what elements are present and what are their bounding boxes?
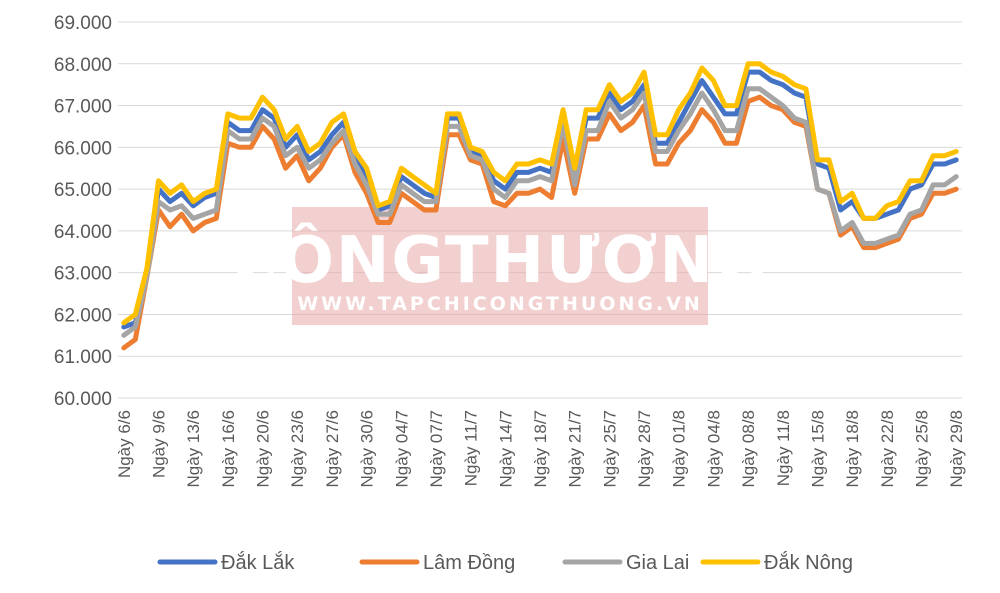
x-tick-label: Ngày 28/7 xyxy=(635,410,654,488)
watermark-box xyxy=(292,207,708,325)
y-tick-label: 64.000 xyxy=(54,222,112,243)
x-tick-label: Ngày 01/8 xyxy=(670,410,689,488)
x-tick-label: Ngày 11/8 xyxy=(774,410,793,486)
x-tick-label: Ngày 13/6 xyxy=(184,410,203,488)
series-lines xyxy=(121,61,959,351)
x-tick-label: Ngày 04/8 xyxy=(704,410,723,488)
x-tick-label: Ngày 07/7 xyxy=(427,410,446,488)
x-tick-label: Ngày 16/6 xyxy=(219,410,238,488)
x-tick-label: Ngày 08/8 xyxy=(739,410,758,488)
x-tick-label: Ngày 20/6 xyxy=(254,410,273,488)
x-tick-label: Ngày 30/6 xyxy=(358,410,377,488)
y-axis-ticks: 60.000 61.000 62.000 63.000 64.000 65.000 66.0… xyxy=(54,13,112,410)
legend-label: Lâm Đồng xyxy=(423,552,515,574)
watermark-url: WWW.TAPCHICONGTHUONG.VN xyxy=(297,293,703,315)
x-tick-label: Ngày 04/7 xyxy=(392,410,411,488)
x-tick-label: Ngày 27/6 xyxy=(323,410,342,488)
legend-label: Gia Lai xyxy=(626,552,689,574)
x-tick-label: Ngày 15/8 xyxy=(808,410,827,488)
x-tick-label: Ngày 18/8 xyxy=(843,410,862,488)
y-tick-label: 62.000 xyxy=(54,305,112,326)
legend-label: Đắk Lắk xyxy=(221,551,295,574)
y-tick-label: 60.000 xyxy=(54,389,112,410)
y-tick-label: 67.000 xyxy=(54,97,112,118)
x-tick-label: Ngày 9/6 xyxy=(149,410,168,478)
y-tick-label: 68.000 xyxy=(54,55,112,76)
watermark-brand: CÔNGTHƯƠNG xyxy=(230,222,769,298)
series-line-1 xyxy=(121,69,959,330)
x-tick-label: Ngày 6/6 xyxy=(115,410,134,478)
x-tick-label: Ngày 14/7 xyxy=(496,410,515,488)
y-tick-label: 69.000 xyxy=(54,13,112,34)
x-tick-label: Ngày 11/7 xyxy=(462,410,481,486)
legend: Đắk Lắk Lâm Đồng Gia Lai Đắk Nông xyxy=(157,551,853,574)
x-axis-ticks: Ngày 6/6 Ngày 9/6 Ngày 13/6 Ngày 16/6 Ngày 2… xyxy=(115,410,966,488)
legend-label: Đắk Nông xyxy=(764,551,853,574)
series-line-3 xyxy=(121,86,959,338)
x-tick-label: Ngày 18/7 xyxy=(531,410,550,488)
watermark: CÔNGTHƯƠNG WWW.TAPCHICONGTHUONG.VN xyxy=(230,207,769,325)
x-tick-label: Ngày 23/6 xyxy=(288,410,307,488)
x-tick-label: Ngày 25/8 xyxy=(913,410,932,488)
y-tick-label: 65.000 xyxy=(54,180,112,201)
x-tick-label: Ngày 22/8 xyxy=(878,410,897,488)
series-line-4 xyxy=(121,61,959,326)
y-tick-label: 61.000 xyxy=(54,347,112,368)
x-tick-label: Ngày 21/7 xyxy=(566,410,585,488)
x-tick-label: Ngày 25/7 xyxy=(600,410,619,488)
y-tick-label: 66.000 xyxy=(54,138,112,159)
x-tick-label: Ngày 29/8 xyxy=(947,410,966,488)
y-tick-label: 63.000 xyxy=(54,264,112,285)
